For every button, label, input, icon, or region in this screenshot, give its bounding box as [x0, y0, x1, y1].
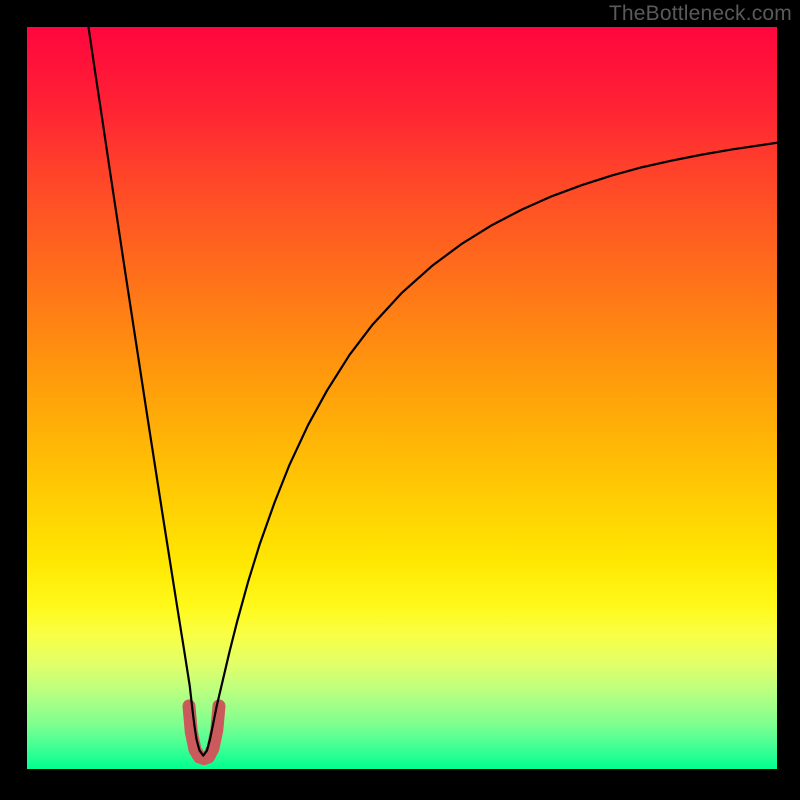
chart-container: TheBottleneck.com	[0, 0, 800, 800]
bottleneck-chart	[0, 0, 800, 800]
plot-background	[27, 27, 777, 769]
attribution-watermark: TheBottleneck.com	[609, 2, 792, 26]
